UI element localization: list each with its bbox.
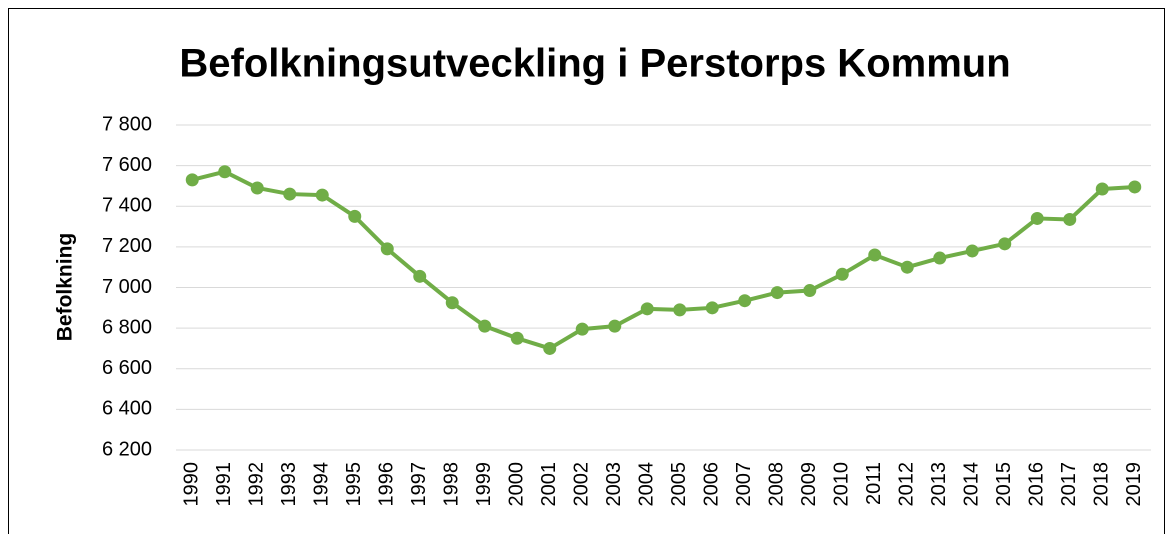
marker	[1030, 211, 1044, 225]
marker	[933, 251, 947, 265]
x-tick-label: 2006	[701, 462, 723, 507]
frame	[8, 8, 1165, 534]
x-tick-label: 2012	[896, 462, 918, 507]
marker	[445, 296, 459, 310]
marker	[835, 267, 849, 281]
marker	[900, 260, 914, 274]
marker	[315, 188, 329, 202]
x-tick-label: 1990	[181, 462, 203, 507]
x-tick-label: 1995	[343, 462, 365, 507]
y-tick-label: 6 800	[102, 316, 152, 338]
marker	[510, 331, 524, 345]
marker	[673, 303, 687, 317]
line	[191, 169, 1135, 351]
x-tick-label: 2001	[538, 462, 560, 507]
x-tick-label: 2004	[636, 462, 658, 507]
x-tick-label: 2014	[961, 462, 983, 507]
marker	[380, 242, 394, 256]
marker	[608, 319, 622, 333]
x-tick-label: 2009	[798, 462, 820, 507]
x-tick-label: 1999	[473, 462, 495, 507]
marker	[1063, 212, 1077, 226]
x-tick-label: 1991	[213, 462, 235, 507]
x-tick-label: 1994	[311, 462, 333, 507]
x-tick-label: 2019	[1123, 462, 1145, 507]
marker	[413, 269, 427, 283]
marker	[478, 319, 492, 333]
y-tick-label: 7 400	[102, 195, 152, 217]
y-tick-label: 7 200	[102, 235, 152, 257]
x-tick-label: 2011	[863, 462, 885, 505]
marker	[965, 244, 979, 258]
y-tick-label: 7 000	[102, 276, 152, 298]
x-tick-label: 2008	[766, 462, 788, 507]
x-tick-label: 1998	[441, 462, 463, 507]
x-tick-label: 2017	[1058, 462, 1080, 507]
x-tick-label: 2015	[993, 462, 1015, 507]
x-tick-label: 1996	[376, 462, 398, 507]
x-tick-label: 1992	[246, 462, 268, 507]
y-tick-label: 7 800	[102, 113, 152, 135]
marker	[1128, 180, 1142, 194]
chart-title: Befolkningsutveckling i Perstorps Kommun	[179, 42, 1010, 86]
x-tick-label: 2002	[571, 462, 593, 507]
x-tick-label: 2013	[928, 462, 950, 507]
marker	[640, 302, 654, 316]
marker	[348, 209, 362, 223]
y-tick-label: 6 200	[102, 438, 152, 460]
x-tick-label: 1993	[278, 462, 300, 507]
marker	[705, 301, 719, 315]
marker	[868, 248, 882, 262]
x-tick-label: 2007	[733, 462, 755, 507]
marker	[543, 341, 557, 355]
marker	[218, 165, 232, 179]
marker	[770, 286, 784, 300]
marker	[575, 322, 589, 336]
y-tick-label: 6 400	[102, 398, 152, 420]
x-tick-label: 1997	[408, 462, 430, 507]
x-tick-label: 2016	[1026, 462, 1048, 507]
marker	[1095, 182, 1109, 196]
x-tick-label: 2005	[668, 462, 690, 507]
x-tick-label: 2000	[506, 462, 528, 507]
marker	[185, 173, 199, 187]
marker	[738, 294, 752, 308]
x-tick-label: 2010	[831, 462, 853, 507]
y-tick-label: 7 600	[102, 154, 152, 176]
marker	[803, 284, 817, 298]
marker	[250, 181, 264, 195]
y-axis-label: Befolkning	[54, 233, 77, 342]
marker	[998, 237, 1012, 251]
x-tick-label: 2018	[1091, 462, 1113, 507]
y-tick-label: 6 600	[102, 357, 152, 379]
x-tick-label: 2003	[603, 462, 625, 507]
marker	[283, 187, 297, 201]
